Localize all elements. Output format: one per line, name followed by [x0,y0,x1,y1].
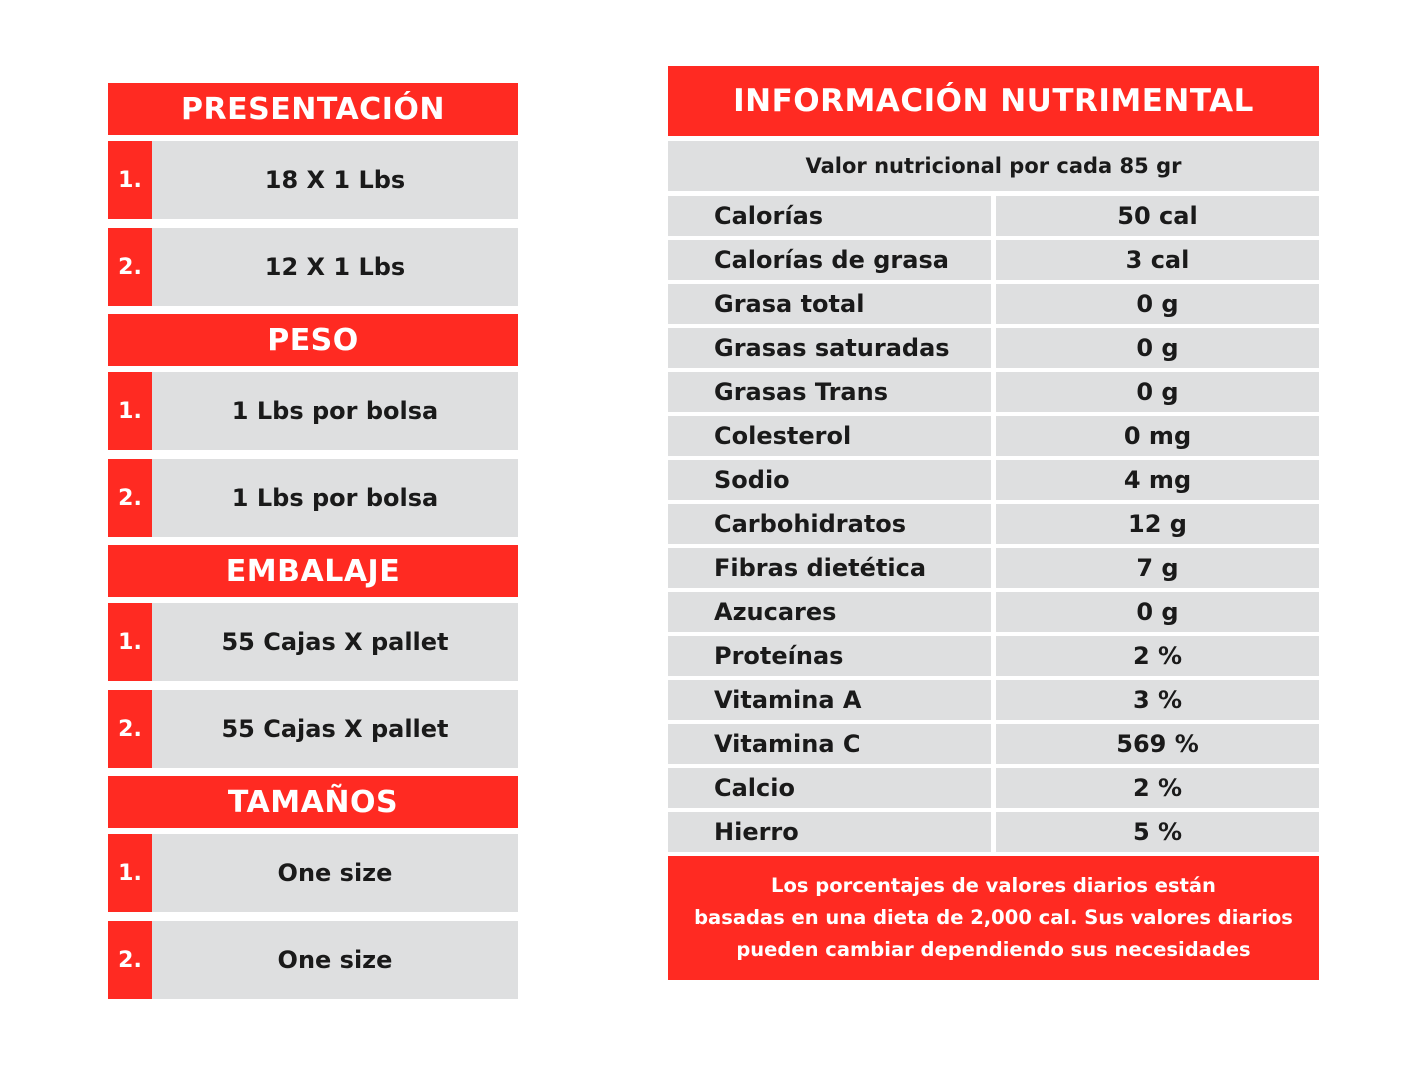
row-number: 2. [108,228,152,306]
nutrient-value: 0 g [996,592,1319,632]
table-row: Vitamina A 3 % [668,680,1319,720]
row-value: 55 Cajas X pallet [152,603,518,681]
nutrient-name: Vitamina C [668,724,991,764]
spec-row: 2. 55 Cajas X pallet [108,690,518,768]
nutrition-table: Calorías 50 cal Calorías de grasa 3 cal … [668,196,1319,852]
nutrient-name: Carbohidratos [668,504,991,544]
nutrition-title: INFORMACIÓN NUTRIMENTAL [668,66,1319,136]
nutrient-name: Hierro [668,812,991,852]
section-peso: PESO 1. 1 Lbs por bolsa 2. 1 Lbs por bol… [108,314,518,537]
table-row: Sodio 4 mg [668,460,1319,500]
table-row: Grasa total 0 g [668,284,1319,324]
table-row: Vitamina C 569 % [668,724,1319,764]
nutrient-name: Grasas saturadas [668,328,991,368]
table-row: Hierro 5 % [668,812,1319,852]
product-specs-panel: PRESENTACIÓN 1. 18 X 1 Lbs 2. 12 X 1 Lbs… [108,83,518,999]
row-value: One size [152,921,518,999]
row-number: 1. [108,603,152,681]
table-row: Azucares 0 g [668,592,1319,632]
nutrient-value: 3 cal [996,240,1319,280]
section-title: PRESENTACIÓN [108,83,518,135]
section-title: EMBALAJE [108,545,518,597]
nutrient-name: Proteínas [668,636,991,676]
spec-row: 1. 18 X 1 Lbs [108,141,518,219]
table-row: Calcio 2 % [668,768,1319,808]
nutrient-value: 2 % [996,768,1319,808]
nutrient-value: 0 g [996,284,1319,324]
note-line: pueden cambiar dependiendo sus necesidad… [736,938,1251,961]
nutrient-name: Sodio [668,460,991,500]
row-value: 12 X 1 Lbs [152,228,518,306]
spec-row: 2. 1 Lbs por bolsa [108,459,518,537]
row-number: 2. [108,459,152,537]
nutrient-name: Vitamina A [668,680,991,720]
note-line: basadas en una dieta de 2,000 cal. Sus v… [694,906,1293,929]
table-row: Carbohidratos 12 g [668,504,1319,544]
table-row: Calorías de grasa 3 cal [668,240,1319,280]
nutrient-value: 3 % [996,680,1319,720]
nutrient-value: 0 g [996,372,1319,412]
nutrient-value: 0 mg [996,416,1319,456]
nutrient-value: 0 g [996,328,1319,368]
nutrient-name: Calorías [668,196,991,236]
nutrient-value: 569 % [996,724,1319,764]
row-value: 18 X 1 Lbs [152,141,518,219]
nutrient-name: Colesterol [668,416,991,456]
table-row: Grasas Trans 0 g [668,372,1319,412]
row-number: 1. [108,372,152,450]
nutrition-subtitle: Valor nutricional por cada 85 gr [668,141,1319,191]
nutrient-name: Calcio [668,768,991,808]
nutrient-value: 4 mg [996,460,1319,500]
spec-row: 2. 12 X 1 Lbs [108,228,518,306]
spec-row: 1. One size [108,834,518,912]
spec-row: 2. One size [108,921,518,999]
note-line: Los porcentajes de valores diarios están [771,874,1216,897]
section-embalaje: EMBALAJE 1. 55 Cajas X pallet 2. 55 Caja… [108,545,518,768]
nutrient-name: Grasas Trans [668,372,991,412]
spec-row: 1. 1 Lbs por bolsa [108,372,518,450]
nutrient-value: 2 % [996,636,1319,676]
row-value: 1 Lbs por bolsa [152,459,518,537]
nutrient-name: Calorías de grasa [668,240,991,280]
row-number: 1. [108,141,152,219]
row-value: 55 Cajas X pallet [152,690,518,768]
nutrient-value: 50 cal [996,196,1319,236]
spec-row: 1. 55 Cajas X pallet [108,603,518,681]
nutrient-name: Grasa total [668,284,991,324]
daily-values-note: Los porcentajes de valores diarios están… [668,856,1319,980]
row-value: One size [152,834,518,912]
row-number: 2. [108,921,152,999]
nutrient-name: Fibras dietética [668,548,991,588]
section-presentacion: PRESENTACIÓN 1. 18 X 1 Lbs 2. 12 X 1 Lbs [108,83,518,306]
nutrient-value: 5 % [996,812,1319,852]
row-value: 1 Lbs por bolsa [152,372,518,450]
row-number: 2. [108,690,152,768]
table-row: Colesterol 0 mg [668,416,1319,456]
table-row: Fibras dietética 7 g [668,548,1319,588]
nutrient-value: 7 g [996,548,1319,588]
nutrient-name: Azucares [668,592,991,632]
row-number: 1. [108,834,152,912]
nutrition-panel: INFORMACIÓN NUTRIMENTAL Valor nutriciona… [668,66,1319,980]
nutrient-value: 12 g [996,504,1319,544]
section-tamanos: TAMAÑOS 1. One size 2. One size [108,776,518,999]
section-title: TAMAÑOS [108,776,518,828]
table-row: Calorías 50 cal [668,196,1319,236]
table-row: Grasas saturadas 0 g [668,328,1319,368]
table-row: Proteínas 2 % [668,636,1319,676]
section-title: PESO [108,314,518,366]
